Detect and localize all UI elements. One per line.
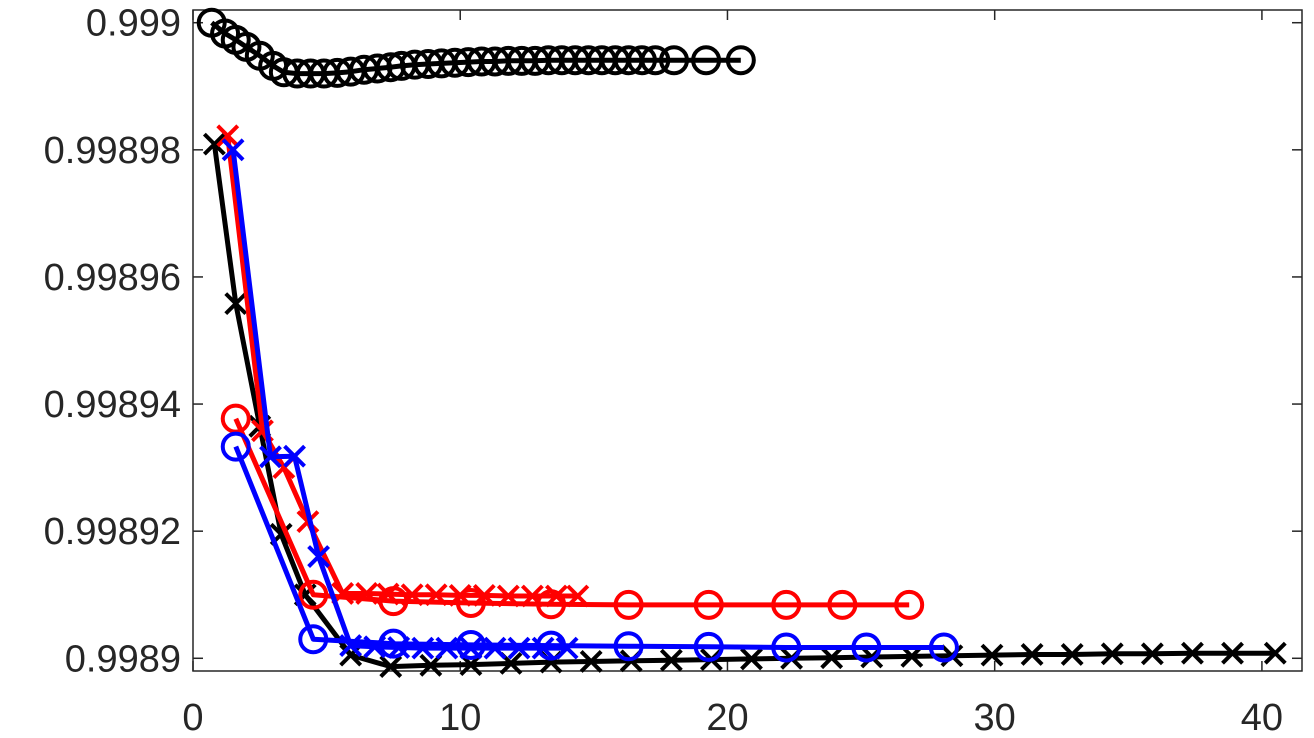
y-tick-label: 0.99892 <box>44 511 181 553</box>
data-point <box>693 631 724 662</box>
data-point <box>379 655 403 678</box>
data-point <box>455 587 486 618</box>
data-point <box>221 138 245 162</box>
data-point <box>1100 642 1124 666</box>
data-point <box>298 579 329 610</box>
data-point <box>640 45 671 76</box>
series-line <box>233 445 944 650</box>
data-point <box>693 589 724 620</box>
y-tick-label: 0.999 <box>86 3 181 45</box>
data-point <box>1181 641 1204 665</box>
data-point <box>202 132 226 156</box>
y-tick-label: 0.99896 <box>44 257 181 299</box>
series-5 <box>220 431 959 663</box>
x-tick-label: 20 <box>706 697 748 738</box>
y-tick-label: 0.99894 <box>44 384 181 426</box>
x-tick-label: 30 <box>974 697 1016 738</box>
y-tick-label: 0.99898 <box>44 130 181 172</box>
data-point <box>220 431 251 462</box>
data-point <box>531 636 555 660</box>
data-point <box>894 589 925 620</box>
series-4 <box>221 138 579 660</box>
data-point <box>1060 643 1084 666</box>
data-point <box>455 629 486 660</box>
data-point <box>483 636 507 660</box>
data-point <box>298 624 329 655</box>
data-point <box>307 545 331 569</box>
series-3 <box>220 403 925 620</box>
x-tick-label: 0 <box>182 697 203 738</box>
data-point <box>216 124 240 148</box>
data-point <box>536 630 567 661</box>
data-point <box>827 589 858 620</box>
data-point <box>820 646 844 670</box>
data-point <box>725 45 756 76</box>
series-line <box>230 149 568 651</box>
data-point <box>691 45 722 76</box>
plot-area <box>196 7 1287 678</box>
data-point <box>851 632 882 663</box>
data-point <box>378 586 409 617</box>
series-line <box>233 417 910 608</box>
data-point <box>613 589 644 620</box>
data-point <box>259 445 282 469</box>
data-point <box>740 647 763 671</box>
data-point <box>378 628 409 659</box>
data-point <box>579 650 603 673</box>
data-point <box>928 632 959 663</box>
data-point <box>536 589 567 620</box>
data-point <box>435 636 459 660</box>
data-point <box>411 636 435 660</box>
data-point <box>980 643 1004 667</box>
data-point <box>626 45 657 76</box>
axes-box <box>192 9 1303 672</box>
axes <box>192 9 1303 672</box>
data-point <box>771 632 802 663</box>
data-point <box>507 636 531 660</box>
data-point <box>613 631 644 662</box>
data-point <box>1263 641 1287 665</box>
data-point <box>1020 643 1044 666</box>
data-point <box>339 643 363 667</box>
data-point <box>220 403 251 434</box>
tick-labels: 0 10 20 30 40 0.9989 0.99892 0.99894 0.99896 0.99… <box>44 3 1283 738</box>
data-point <box>283 444 306 468</box>
x-tick-label: 40 <box>1241 697 1283 738</box>
y-tick-label: 0.9989 <box>65 638 181 680</box>
series-0 <box>196 7 756 89</box>
data-point <box>224 292 248 316</box>
data-point <box>659 45 690 76</box>
x-tick-label: 10 <box>439 697 481 738</box>
data-point <box>771 589 802 620</box>
data-point <box>1221 641 1244 665</box>
data-point <box>659 648 683 672</box>
data-point <box>1140 642 1164 666</box>
